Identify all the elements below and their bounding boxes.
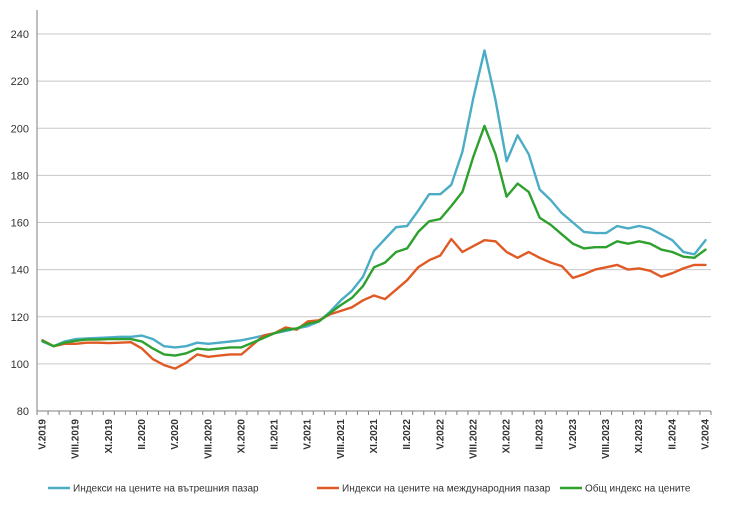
x-tick-label: VIII.2021	[336, 419, 347, 459]
series-lines	[41, 49, 707, 370]
x-tick-label: II.2023	[535, 419, 546, 450]
y-axis: 80 100 120 140 160 180 200 220 240	[11, 10, 38, 418]
x-tick-label: V.2024	[700, 419, 711, 450]
y-tick-label: 240	[11, 29, 29, 41]
x-tick-label: XI.2019	[104, 419, 115, 454]
x-tick-label: VIII.2023	[601, 419, 612, 459]
y-tick-label: 220	[11, 76, 29, 88]
legend-item-1: Индекси на цените на вътрешния пазар	[48, 484, 259, 495]
gridlines	[37, 33, 711, 412]
series-line-1	[41, 49, 707, 349]
y-tick-label: 160	[11, 218, 29, 230]
y-tick-label: 180	[11, 170, 29, 182]
y-tick-label: 200	[11, 123, 29, 135]
series-line-3	[41, 124, 707, 357]
series-line-2	[41, 237, 707, 370]
x-tick-label: XI.2020	[236, 419, 247, 454]
y-tick-label: 120	[11, 312, 29, 324]
legend-label: Индекси на цените на международния пазар	[342, 484, 551, 495]
x-tick-label: VIII.2020	[203, 419, 214, 459]
x-tick-label: XI.2021	[369, 419, 380, 454]
x-tick-label: VIII.2022	[468, 419, 479, 459]
legend-label: Общ индекс на цените	[585, 483, 691, 495]
x-tick-label: II.2021	[270, 419, 281, 450]
x-tick-label: V.2023	[568, 419, 579, 450]
legend: Индекси на цените на вътрешния пазар Инде…	[48, 483, 691, 495]
x-tick-label: II.2024	[667, 419, 678, 450]
x-tick-label: V.2022	[435, 419, 446, 450]
legend-label: Индекси на цените на вътрешния пазар	[73, 484, 259, 495]
x-tick-label: XI.2022	[502, 419, 513, 454]
legend-item-3: Общ индекс на цените	[560, 483, 691, 495]
x-tick-label: V.2020	[170, 419, 181, 450]
x-tick-label: V.2019	[38, 419, 49, 450]
x-tick-label: II.2020	[137, 419, 148, 450]
y-tick-label: 140	[11, 265, 29, 277]
y-tick-label: 100	[11, 359, 29, 371]
y-tick-label: 80	[17, 406, 29, 418]
x-axis: V.2019 VIII.2019 XI.2019 II.2020 V.2020 VIII.…	[36, 410, 712, 459]
x-tick-label: VIII.2019	[71, 419, 82, 459]
legend-item-2: Индекси на цените на международния пазар	[317, 484, 551, 495]
x-tick-label: V.2021	[303, 419, 314, 450]
x-tick-label: II.2022	[402, 419, 413, 450]
x-tick-label: XI.2023	[634, 419, 645, 454]
